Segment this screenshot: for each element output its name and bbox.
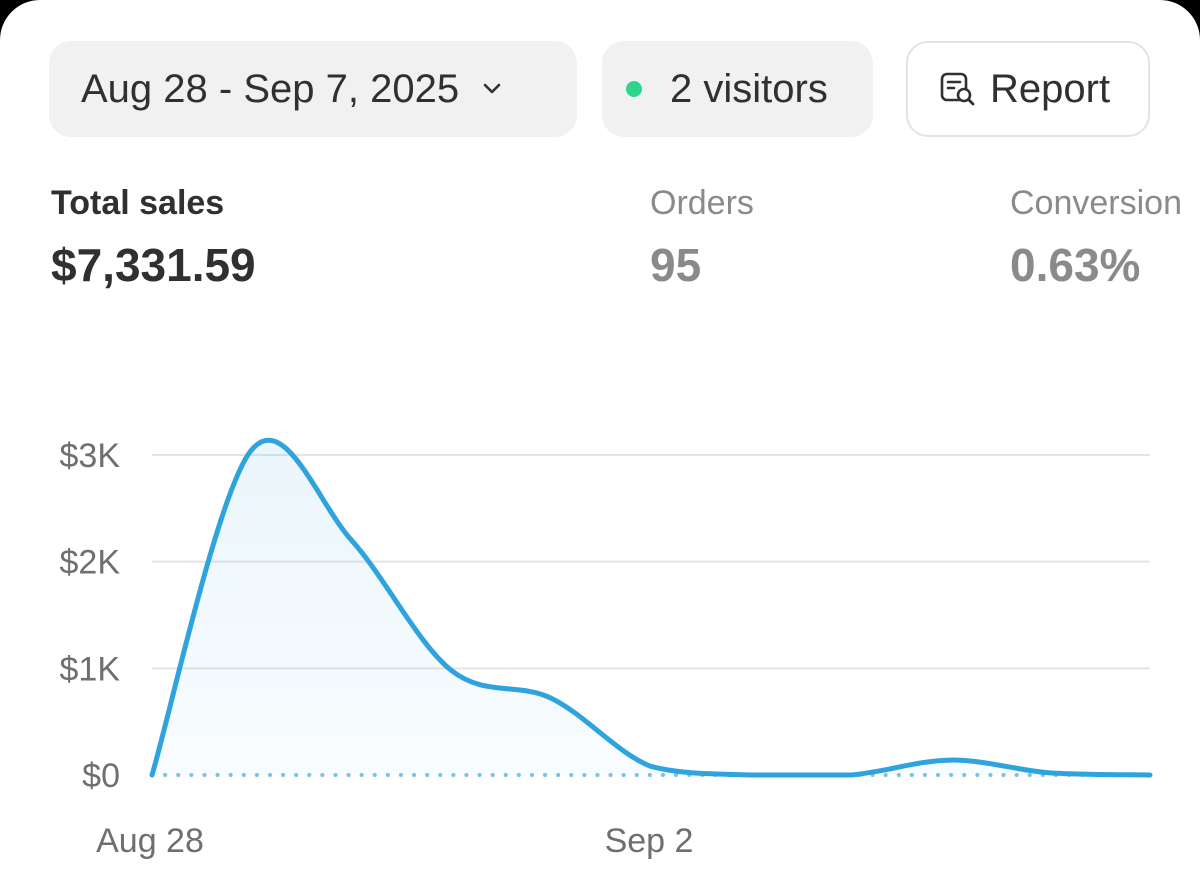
visitors-count: 2 visitors <box>670 66 828 111</box>
report-button[interactable]: Report <box>906 41 1150 137</box>
metric-label: Orders <box>650 184 754 222</box>
metric-orders[interactable]: Orders 95 <box>650 183 754 293</box>
y-tick-label: $0 <box>82 757 120 795</box>
metric-label: Total sales <box>51 184 225 222</box>
sales-area-fill <box>152 440 1150 775</box>
metric-conversion[interactable]: Conversion 0.63% <box>1010 183 1182 293</box>
live-visitors-badge[interactable]: 2 visitors <box>602 41 873 137</box>
date-range-picker[interactable]: Aug 28 - Sep 7, 2025 <box>49 41 577 137</box>
metric-value: 95 <box>650 239 702 291</box>
report-search-icon <box>938 69 978 109</box>
metric-total-sales[interactable]: Total sales $7,331.59 <box>51 183 256 293</box>
y-tick-label: $1K <box>60 650 121 688</box>
chevron-down-icon <box>479 76 505 102</box>
y-tick-label: $3K <box>60 437 121 475</box>
metric-value: $7,331.59 <box>51 239 256 291</box>
metric-value: 0.63% <box>1010 239 1141 291</box>
date-range-label: Aug 28 - Sep 7, 2025 <box>81 66 460 111</box>
y-tick-label: $2K <box>60 544 121 582</box>
x-tick-label: Sep 2 <box>605 822 694 860</box>
live-status-dot-icon <box>626 81 642 97</box>
report-label: Report <box>990 66 1111 111</box>
sales-series-line <box>149 438 1153 778</box>
metric-label: Conversion <box>1010 184 1182 222</box>
x-tick-label: Aug 28 <box>96 822 204 860</box>
